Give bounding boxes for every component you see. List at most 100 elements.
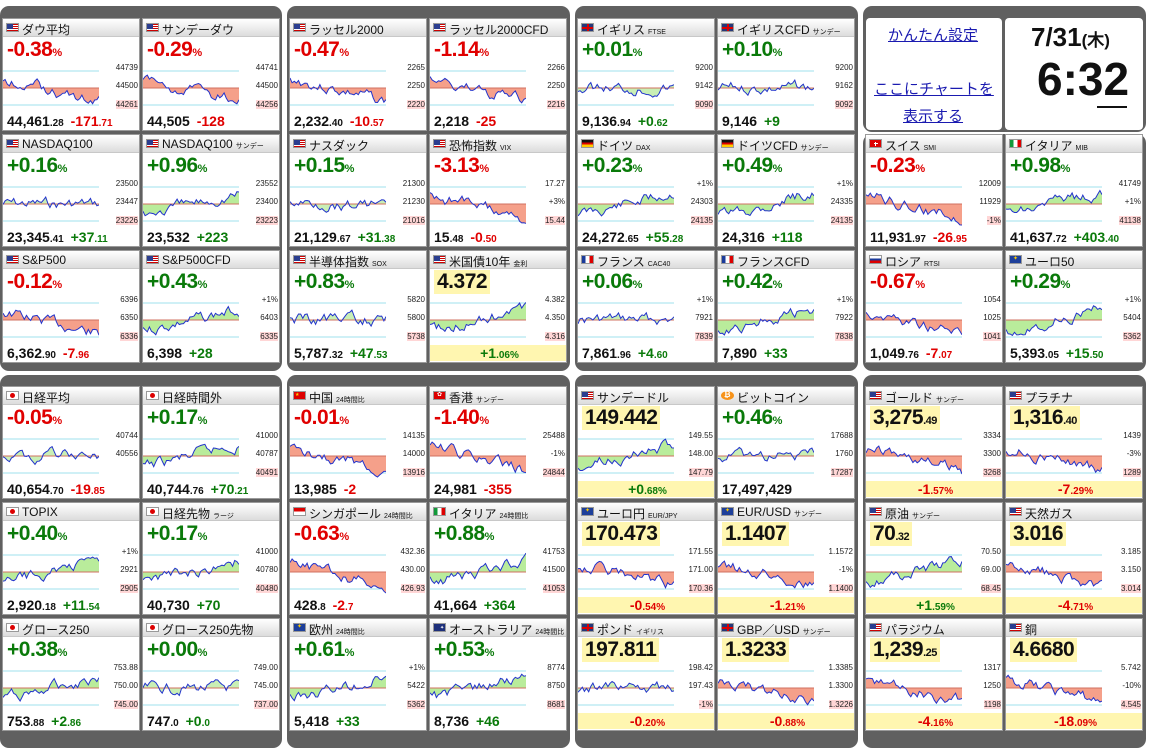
sparkline-chart bbox=[578, 63, 674, 113]
chart-line bbox=[430, 552, 526, 585]
market-tile[interactable]: 日経平均 -0.05% 40744 40556 40,654.70 -19.85 bbox=[2, 386, 140, 499]
tick-mid: 430.00 bbox=[400, 565, 425, 574]
market-tile[interactable]: 日経先物 ラージ +0.17% 41000 40780 40480 40,730 … bbox=[142, 502, 280, 615]
change-main: +9 bbox=[763, 113, 780, 129]
market-tile[interactable]: 恐怖指数 VIX -3.13% 17.27 +3% 15.44 15.48 -0.… bbox=[429, 134, 567, 247]
tile-title: パラジウム bbox=[885, 621, 948, 638]
tick-mid: 750.00 bbox=[113, 681, 138, 690]
tile-header: ★ 中国 24時間比 bbox=[290, 387, 426, 405]
market-tile[interactable]: ✦ ユーロ円 EUR/JPY 170.473 171.55 171.00 170.… bbox=[577, 502, 715, 615]
tick-high: 149.55 bbox=[688, 431, 713, 440]
market-tile[interactable]: イタリア 24時間比 +0.88% 41753 41500 41053 41,66… bbox=[429, 502, 567, 615]
market-tile[interactable]: サンデーダウ -0.29% 44741 44500 44256 44,505 -… bbox=[142, 18, 280, 131]
change-decimal: .71% bbox=[1070, 602, 1094, 613]
market-tile[interactable]: フランス CAC40 +0.06% +1% 7921 7839 7,861.96 … bbox=[577, 250, 715, 363]
price-decimal: .76 bbox=[905, 350, 919, 361]
market-tile[interactable]: イギリス FTSE +0.01% 9200 9142 9090 9,136.94 … bbox=[577, 18, 715, 131]
market-tile[interactable]: シンガポール 24時間比 -0.63% 432.36 430.00 426.93 … bbox=[289, 502, 427, 615]
market-tile[interactable]: 原油 サンデー 70.32 70.50 69.00 68.45 +1.59% bbox=[865, 502, 1003, 615]
clock-panel: 7/31(木) 6:32 bbox=[1005, 18, 1143, 130]
market-tile[interactable]: ✦ 欧州 24時間比 +0.61% +1% 5422 5362 5,418 +33 bbox=[289, 618, 427, 731]
chart-line bbox=[1006, 561, 1102, 587]
market-tile[interactable]: ₿ ビットコイン +0.46% 17688 1760 17287 17,497,… bbox=[717, 386, 855, 499]
tile-title: TOPIX bbox=[22, 505, 61, 519]
market-tile[interactable]: サンデードル 149.442 149.55 148.00 147.79 +0.6… bbox=[577, 386, 715, 499]
market-tile[interactable]: フランスCFD +0.42% +1% 7922 7838 7,890 +33 bbox=[717, 250, 855, 363]
market-tile[interactable]: ✦ ユーロ50 +0.29% +1% 5404 5362 5,393.05 +1… bbox=[1005, 250, 1143, 363]
market-tile[interactable]: グロース250 +0.38% 753.88 750.00 745.00 753.… bbox=[2, 618, 140, 731]
market-tile[interactable]: ロシア RTSI -0.67% 1054 1025 1041 1,049.76 -… bbox=[865, 250, 1003, 363]
sparkline-chart bbox=[290, 663, 386, 713]
market-tile[interactable]: ドイツ DAX +0.23% +1% 24303 24135 24,272.65 … bbox=[577, 134, 715, 247]
chart-area bbox=[718, 561, 814, 588]
headline-unit: % bbox=[479, 47, 489, 59]
market-tile[interactable]: イタリア MIB +0.98% 41749 +1% 41138 41,637.72… bbox=[1005, 134, 1143, 247]
china-flag-icon: ★ bbox=[293, 391, 306, 400]
market-tile[interactable]: ドイツCFD サンデー +0.49% +1% 24335 24135 24,316… bbox=[717, 134, 855, 247]
headline-value: -1.40% bbox=[434, 406, 489, 430]
sparkline-chart bbox=[143, 547, 239, 597]
instrument-name: フランス bbox=[597, 255, 645, 269]
instrument-name: パラジウム bbox=[885, 623, 945, 637]
market-tile[interactable]: NASDAQ100 +0.16% 23500 23447 23226 23,34… bbox=[2, 134, 140, 247]
market-tile[interactable]: ダウ平均 -0.38% 44739 44500 44261 44,461.28 … bbox=[2, 18, 140, 131]
tick-high: 17.27 bbox=[544, 179, 565, 188]
change-main: +364 bbox=[483, 597, 516, 613]
market-tile[interactable]: ✦ オーストラリア 24時間比 +0.53% 8774 8750 8681 8,7… bbox=[429, 618, 567, 731]
market-tile[interactable]: ナスダック +0.15% 21300 21230 21016 21,129.67… bbox=[289, 134, 427, 247]
sparkline-chart bbox=[143, 63, 239, 113]
market-tile[interactable]: スイス SMI -0.23% 12009 11929 -1% 11,931.97 … bbox=[865, 134, 1003, 247]
market-tile[interactable]: 天然ガス 3.016 3.185 3.150 3.014 -4.71% bbox=[1005, 502, 1143, 615]
headline-value: 1,316.40 bbox=[1010, 406, 1080, 430]
settings-link[interactable]: かんたん設定 bbox=[888, 27, 979, 44]
price-main: 8,736 bbox=[434, 713, 470, 729]
market-tile[interactable]: S&P500 -0.12% 6396 6350 6336 6,362.90 -7… bbox=[2, 250, 140, 363]
market-tile[interactable]: 銅 4.6680 5.742 -10% 4.545 -18.09% bbox=[1005, 618, 1143, 731]
price-decimal: .0 bbox=[170, 718, 179, 729]
tick-low: 41053 bbox=[542, 584, 565, 593]
market-tile[interactable]: ラッセル2000 -0.47% 2265 2250 2220 2,232.40 … bbox=[289, 18, 427, 131]
axis-ticks: 432.36 430.00 426.93 bbox=[385, 547, 425, 597]
chart-link-line1[interactable]: ここにチャートを bbox=[874, 81, 994, 98]
market-tile[interactable]: ラッセル2000CFD -1.14% 2266 2250 2216 2,218 … bbox=[429, 18, 567, 131]
headline-number: +0.83 bbox=[294, 270, 345, 293]
tick-low: 4.545 bbox=[1120, 700, 1141, 709]
tile-footer: 40,654.70 -19.85 bbox=[7, 481, 105, 497]
axis-ticks: 21300 21230 21016 bbox=[385, 179, 425, 229]
tile-header: ₿ ビットコイン bbox=[718, 387, 854, 405]
tile-header: スイス SMI bbox=[866, 135, 1002, 153]
sparkline-chart bbox=[430, 663, 526, 713]
market-tile[interactable]: ゴールド サンデー 3,275.49 3334 3300 3268 -1.57% bbox=[865, 386, 1003, 499]
chart-line bbox=[143, 559, 239, 581]
instrument-name: ロシア bbox=[885, 255, 922, 269]
market-tile[interactable]: 日経時間外 +0.17% 41000 40787 40491 40,744.76… bbox=[142, 386, 280, 499]
market-tile[interactable]: NASDAQ100 サンデー +0.96% 23552 23400 23223 2… bbox=[142, 134, 280, 247]
chart-link-line2[interactable]: 表示する bbox=[903, 108, 964, 125]
tile-header: GBP／USD サンデー bbox=[718, 619, 854, 637]
chart-line bbox=[430, 441, 526, 474]
market-tile[interactable]: グロース250先物 +0.00% 749.00 745.00 737.00 74… bbox=[142, 618, 280, 731]
tile-header: ポンド イギリス bbox=[578, 619, 714, 637]
market-tile[interactable]: ✦ EUR/USD サンデー 1.1407 1.1572 -1% 1.1400 -… bbox=[717, 502, 855, 615]
japan-flag-icon bbox=[6, 507, 19, 516]
market-tile[interactable]: ✿ 香港 サンデー -1.40% 25488 -1% 24844 24,981 -… bbox=[429, 386, 567, 499]
tick-high: +1% bbox=[121, 547, 138, 556]
market-tile[interactable]: イギリスCFD サンデー +0.10% 9200 9162 9092 9,146 … bbox=[717, 18, 855, 131]
tile-header: イギリス FTSE bbox=[578, 19, 714, 37]
headline-number: -0.29 bbox=[147, 38, 193, 61]
headline-unit: % bbox=[197, 647, 208, 659]
headline-number: +0.15 bbox=[294, 154, 345, 177]
chart-area bbox=[718, 679, 814, 705]
market-tile[interactable]: 半導体指数 SOX +0.83% 5820 5800 5738 5,787.32 … bbox=[289, 250, 427, 363]
market-tile[interactable]: S&P500CFD +0.43% +1% 6403 6335 6,398 +28 bbox=[142, 250, 280, 363]
headline-number: +0.96 bbox=[147, 154, 198, 177]
market-tile[interactable]: GBP／USD サンデー 1.3233 1.3385 1.3300 1.3226 … bbox=[717, 618, 855, 731]
market-tile[interactable]: TOPIX +0.40% +1% 2921 2905 2,920.18 +11.… bbox=[2, 502, 140, 615]
market-tile[interactable]: 米国債10年 金利 4.372 4.382 4.350 4.316 +1.06% bbox=[429, 250, 567, 363]
market-tile[interactable]: ポンド イギリス 197.811 198.42 197.43 -1% -0.20% bbox=[577, 618, 715, 731]
tile-header: サンデーダウ bbox=[143, 19, 279, 37]
market-tile[interactable]: ★ 中国 24時間比 -0.01% 14135 14000 13916 13,98… bbox=[289, 386, 427, 499]
market-tile[interactable]: パラジウム 1,239.25 1317 1250 1198 -4.16% bbox=[865, 618, 1003, 731]
market-tile[interactable]: プラチナ 1,316.40 1439 -3% 1289 -7.29% bbox=[1005, 386, 1143, 499]
change-main: +37 bbox=[70, 229, 95, 245]
